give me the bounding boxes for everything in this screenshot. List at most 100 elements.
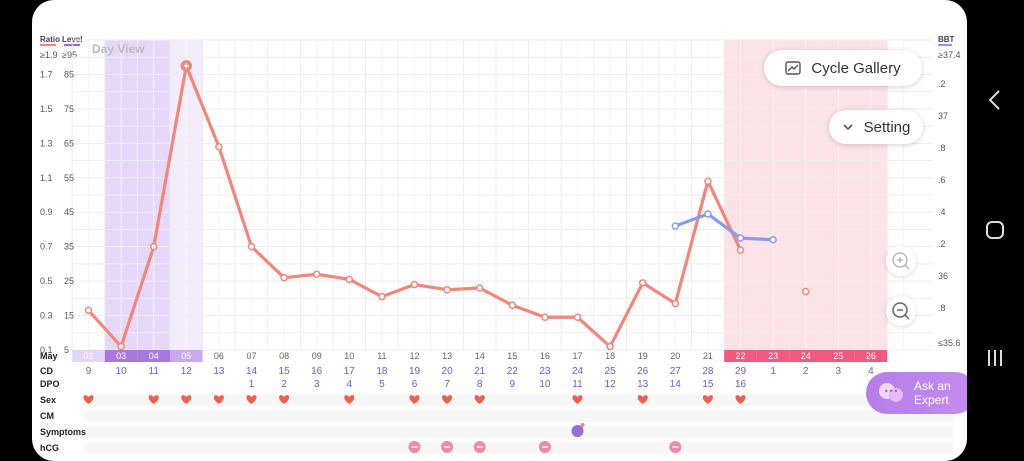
- cd-value: 24: [572, 366, 584, 377]
- ask-expert-line2: Expert: [914, 393, 949, 407]
- cd-value: 21: [474, 366, 486, 377]
- cd-value: 16: [311, 366, 323, 377]
- left-axis-ratio-tick: 0.5: [40, 276, 53, 286]
- dpo-value: 13: [637, 379, 649, 390]
- cd-value: 17: [344, 366, 356, 377]
- month-day-chip: [170, 350, 203, 362]
- chevron-down-icon: [843, 124, 853, 131]
- lh-data-point: [117, 342, 125, 351]
- cd-value: 25: [605, 366, 617, 377]
- month-day-label: 10: [344, 351, 354, 361]
- right-axis-bbt-tick: .8: [938, 143, 946, 153]
- heart-icon: [474, 395, 485, 404]
- cd-value: 9: [86, 366, 92, 377]
- cd-value: 2: [803, 366, 809, 377]
- left-axis-level-tick: 55: [64, 173, 74, 183]
- month-day-chip: [756, 350, 790, 362]
- recents-button[interactable]: [975, 346, 1015, 374]
- setting-button[interactable]: Setting: [829, 110, 923, 144]
- row-band: [84, 442, 954, 454]
- lh-data-point: [443, 285, 451, 294]
- heart-icon: [442, 395, 453, 404]
- ratio-label: Ratio: [40, 35, 60, 44]
- dpo-value: 3: [314, 379, 320, 390]
- heart-icon: [702, 395, 713, 404]
- right-axis-bbt-tick: .2: [938, 239, 946, 249]
- lh-data-point: [410, 280, 419, 289]
- row-label-dpo: DPO: [40, 379, 60, 389]
- lh-data-point: [312, 270, 321, 278]
- month-day-label: 04: [149, 351, 159, 361]
- left-axis-level-tick: 75: [64, 104, 74, 114]
- chat-bubbles-icon: •••: [879, 383, 903, 402]
- bbt-data-point: [704, 210, 712, 218]
- lh-data-point: [378, 292, 386, 301]
- lh-data-point: [606, 342, 614, 351]
- heart-icon: [279, 395, 290, 404]
- svg-text:•••: •••: [884, 387, 898, 396]
- right-axis-bbt-tick: 36: [938, 271, 948, 281]
- right-axis-bbt-tick: .6: [938, 175, 946, 185]
- row-label-symptoms: Symptoms: [40, 427, 87, 437]
- row-label-hcg: hCG: [40, 443, 59, 453]
- left-axis-level-tick: 15: [64, 311, 74, 321]
- month-day-label: 25: [833, 351, 843, 361]
- lh-data-point: [280, 273, 288, 282]
- cd-value: 19: [409, 366, 421, 377]
- cd-value: 3: [836, 366, 842, 377]
- ask-expert-line1: Ask an: [914, 379, 951, 393]
- cd-value: 12: [181, 366, 193, 377]
- back-button[interactable]: [975, 88, 1015, 117]
- month-day-label: 09: [312, 351, 322, 361]
- row-label-cm: CM: [40, 411, 54, 421]
- lh-data-point: [149, 242, 158, 251]
- bbt-data-point: [671, 222, 680, 230]
- left-axis-ratio-tick: 0.1: [40, 345, 53, 355]
- month-day-chip: [137, 350, 170, 362]
- cd-value: 1: [770, 366, 776, 377]
- lh-data-point: [345, 275, 354, 284]
- cycle-gallery-button[interactable]: Cycle Gallery: [764, 50, 922, 86]
- heart-icon: [637, 395, 648, 404]
- symptoms-dot: [580, 423, 585, 427]
- row-label-sex: Sex: [40, 395, 57, 405]
- left-axis-level-tick: 25: [64, 276, 74, 286]
- dpo-value: 11: [572, 379, 583, 390]
- left-axis-level-tick: 45: [64, 207, 74, 217]
- row-band: [84, 410, 954, 422]
- month-day-label: 21: [703, 351, 713, 361]
- zoom-in-button[interactable]: [886, 246, 916, 276]
- left-axis-ratio-tick: 1.3: [40, 138, 53, 148]
- heart-icon: [246, 395, 257, 404]
- month-day-label: 07: [246, 351, 256, 361]
- lh-data-point: [541, 313, 549, 322]
- zoom-out-button[interactable]: [886, 296, 916, 326]
- lh-data-point: [84, 306, 93, 315]
- back-icon: [988, 90, 1000, 110]
- heart-icon: [83, 395, 94, 404]
- dpo-value: 5: [379, 379, 385, 390]
- cd-value: 14: [246, 366, 258, 377]
- dpo-value: 8: [477, 379, 483, 390]
- cd-value: 26: [637, 366, 649, 377]
- left-axis-ratio-tick: 1.5: [40, 104, 53, 114]
- month-day-label: 24: [801, 351, 811, 361]
- left-axis-level-tick: 35: [64, 242, 74, 252]
- month-day-label: 23: [768, 351, 778, 361]
- lh-data-point: [573, 313, 582, 322]
- bbt-bottom-label: ≤35.6: [938, 338, 961, 348]
- month-day-label: 06: [214, 351, 224, 361]
- month-day-label: 11: [377, 351, 386, 361]
- level-top-label: ≥95: [62, 50, 77, 60]
- month-day-label: 20: [670, 351, 680, 361]
- cd-value: 22: [507, 366, 519, 377]
- month-day-label: 12: [409, 351, 419, 361]
- home-button[interactable]: [975, 218, 1015, 246]
- lh-data-point: [704, 177, 712, 185]
- dpo-value: 1: [249, 379, 255, 390]
- bbt-series-line: [673, 212, 775, 242]
- heart-icon: [572, 395, 583, 404]
- month-day-label: 02: [83, 351, 93, 361]
- ask-expert-button[interactable]: ••• Ask an Expert: [866, 372, 967, 414]
- month-day-label: 22: [735, 351, 745, 361]
